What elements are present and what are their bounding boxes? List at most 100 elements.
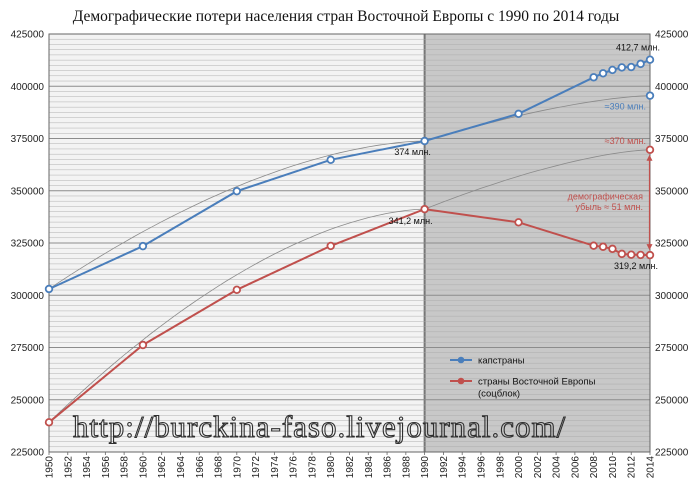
x-tick-label: 1990 xyxy=(420,456,431,479)
loss-label-line-1: демографическая xyxy=(568,192,644,202)
data-point xyxy=(636,250,645,260)
x-tick-label: 1974 xyxy=(270,456,281,479)
legend-swatch-marker xyxy=(457,356,465,364)
x-tick-label: 1960 xyxy=(138,456,149,479)
x-tick-label: 2004 xyxy=(552,456,563,479)
data-point xyxy=(326,155,335,165)
projected-point xyxy=(645,145,655,154)
x-tick-label: 2012 xyxy=(627,456,638,479)
y-tick-label-right: 375000 xyxy=(655,134,689,145)
data-point xyxy=(232,285,242,295)
data-point xyxy=(514,109,523,119)
x-tick-label: 1954 xyxy=(82,456,93,479)
x-tick-label: 2002 xyxy=(533,456,544,479)
x-tick-label: 1988 xyxy=(401,456,412,479)
x-tick-label: 1968 xyxy=(214,456,225,479)
projected-point xyxy=(645,91,655,100)
y-tick-label-left: 375000 xyxy=(11,134,45,145)
y-tick-label-left: 225000 xyxy=(11,448,45,459)
data-label-blue-2014: 412,7 млн. xyxy=(616,43,660,53)
data-label-blue-1990: 374 млн. xyxy=(394,147,430,157)
x-tick-label: 1976 xyxy=(289,456,300,479)
y-tick-label-right: 400000 xyxy=(655,82,689,93)
y-tick-label-left: 325000 xyxy=(11,239,45,250)
data-point xyxy=(420,204,429,214)
x-tick-label: 2008 xyxy=(589,456,600,479)
data-point xyxy=(589,73,598,82)
data-point xyxy=(608,244,617,254)
y-tick-label-right: 275000 xyxy=(655,343,689,354)
data-point xyxy=(645,55,655,64)
data-point xyxy=(44,418,54,427)
watermark-text: http://burckina-faso.livejournal.com/ xyxy=(73,409,566,444)
x-tick-label: 2014 xyxy=(646,456,657,479)
loss-label-line-2: убыль ≈ 51 млн. xyxy=(575,202,643,212)
data-point xyxy=(44,284,54,294)
y-tick-label-left: 400000 xyxy=(11,82,45,93)
data-point xyxy=(627,62,636,72)
data-point xyxy=(608,65,617,75)
legend-label: капстраны xyxy=(478,356,525,367)
x-tick-label: 1972 xyxy=(251,456,262,479)
x-tick-label: 1994 xyxy=(458,456,469,479)
data-point xyxy=(232,186,242,196)
legend-label: (соцблок) xyxy=(478,389,520,400)
data-point xyxy=(627,250,636,259)
data-point xyxy=(420,136,429,146)
x-tick-label: 1992 xyxy=(439,456,450,479)
x-tick-label: 1962 xyxy=(157,456,168,479)
data-point xyxy=(514,218,523,227)
data-point xyxy=(636,59,645,69)
y-tick-label-right: 250000 xyxy=(655,395,689,406)
data-label-blue-projection: ≈390 млн. xyxy=(605,102,646,112)
x-tick-label: 1970 xyxy=(232,456,243,479)
data-point xyxy=(645,250,655,260)
x-tick-label: 1980 xyxy=(326,456,337,479)
x-tick-label: 1978 xyxy=(307,456,318,479)
data-point xyxy=(326,241,335,251)
x-tick-label: 2006 xyxy=(570,456,581,479)
x-tick-label: 1950 xyxy=(45,456,56,479)
y-tick-label-left: 275000 xyxy=(11,343,45,354)
data-label-red-1990: 341,2 млн. xyxy=(389,216,433,226)
loss-arrow-head-bottom xyxy=(646,244,653,251)
y-tick-label-left: 350000 xyxy=(11,186,45,197)
legend-swatch-marker xyxy=(457,377,465,385)
y-tick-label-right: 325000 xyxy=(655,239,689,250)
data-point xyxy=(617,249,627,259)
trend-curve xyxy=(48,95,651,290)
trend-curve xyxy=(48,149,651,423)
data-point xyxy=(617,63,627,72)
x-tick-label: 2000 xyxy=(514,456,525,479)
y-tick-label-left: 300000 xyxy=(11,291,45,302)
x-tick-label: 1996 xyxy=(476,456,487,479)
legend-label: страны Восточной Европы xyxy=(478,377,596,388)
x-tick-label: 1984 xyxy=(364,456,375,479)
loss-arrow-head-top xyxy=(646,154,653,161)
y-tick-label-left: 250000 xyxy=(11,395,45,406)
x-tick-label: 1952 xyxy=(63,456,74,479)
x-tick-label: 1956 xyxy=(101,456,112,479)
x-tick-label: 2010 xyxy=(608,456,619,479)
data-point xyxy=(598,69,608,78)
x-tick-label: 1964 xyxy=(176,456,187,479)
y-tick-label-right: 425000 xyxy=(655,30,689,41)
y-tick-label-right: 300000 xyxy=(655,291,689,302)
data-label-red-projection: ≈370 млн. xyxy=(605,136,646,146)
y-tick-label-right: 225000 xyxy=(655,448,689,459)
data-point xyxy=(598,242,608,251)
x-tick-label: 1966 xyxy=(195,456,206,479)
data-point xyxy=(138,241,148,251)
x-tick-label: 1986 xyxy=(383,456,394,479)
data-point xyxy=(138,340,148,350)
y-tick-label-left: 425000 xyxy=(11,30,45,41)
y-tick-label-right: 350000 xyxy=(655,186,689,197)
x-tick-label: 1982 xyxy=(345,456,356,479)
chart-title: Демографические потери населения стран В… xyxy=(73,8,620,25)
x-tick-label: 1958 xyxy=(120,456,131,479)
data-label-red-2014: 319,2 млн. xyxy=(614,261,658,271)
x-tick-label: 1998 xyxy=(495,456,506,479)
data-point xyxy=(589,241,598,250)
